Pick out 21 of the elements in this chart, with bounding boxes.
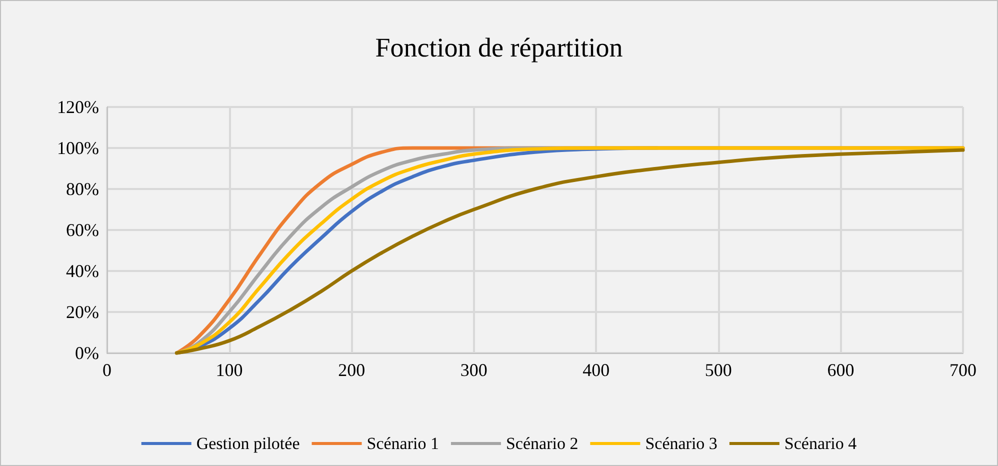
legend-label: Scénario 4: [784, 434, 858, 453]
legend-label: Gestion pilotée: [196, 434, 300, 453]
x-tick-label: 300: [460, 360, 488, 380]
legend-label: Scénario 2: [506, 434, 578, 453]
x-tick-label: 100: [216, 360, 243, 380]
legend-label: Scénario 1: [366, 434, 439, 453]
legend-label: Scénario 3: [645, 434, 718, 453]
x-tick-label: 700: [950, 360, 976, 380]
x-tick-label: 200: [338, 360, 366, 380]
x-tick-label: 500: [704, 360, 732, 380]
y-tick-label: 20%: [66, 302, 99, 322]
x-tick-label: 0: [102, 360, 112, 380]
y-tick-label: 120%: [57, 97, 99, 117]
x-tick-label: 600: [827, 360, 854, 380]
y-tick-label: 40%: [66, 261, 99, 281]
y-tick-label: 60%: [66, 220, 99, 240]
y-tick-label: 0%: [75, 343, 99, 363]
y-tick-label: 100%: [57, 138, 99, 158]
y-tick-label: 80%: [66, 179, 99, 199]
chart-title: Fonction de répartition: [375, 32, 624, 62]
x-tick-label: 400: [582, 360, 610, 380]
